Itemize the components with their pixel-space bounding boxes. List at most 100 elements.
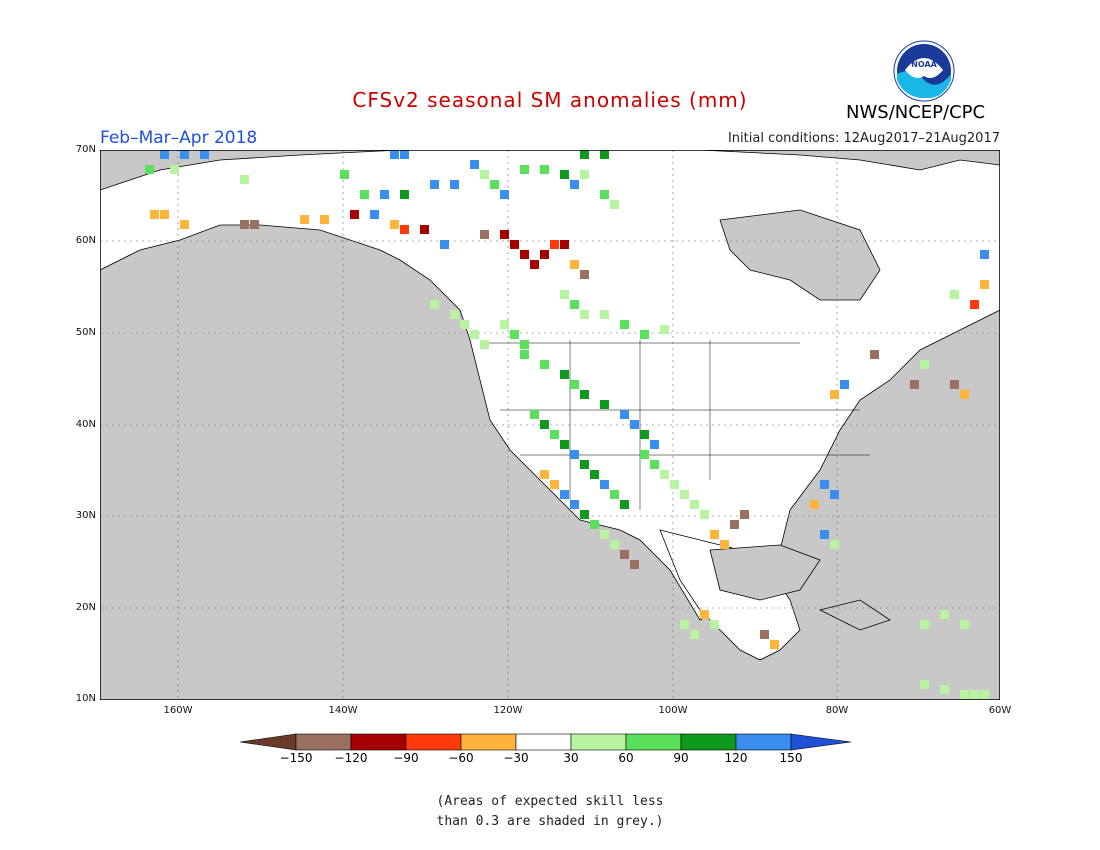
anomaly-cell bbox=[570, 300, 579, 309]
anomaly-cell bbox=[700, 510, 709, 519]
anomaly-cell bbox=[390, 150, 399, 159]
lon-label-140w: 140W bbox=[328, 705, 358, 716]
colorbar-label: −60 bbox=[448, 751, 474, 765]
anomaly-cell bbox=[560, 370, 569, 379]
anomaly-cell bbox=[580, 460, 589, 469]
colorbar-label: 90 bbox=[673, 751, 689, 765]
anomaly-cell bbox=[490, 180, 499, 189]
anomaly-cell bbox=[950, 380, 959, 389]
anomaly-cell bbox=[660, 325, 669, 334]
anomaly-cell bbox=[540, 165, 549, 174]
anomaly-cell bbox=[420, 225, 429, 234]
anomaly-cell bbox=[520, 250, 529, 259]
anomaly-cell bbox=[440, 240, 449, 249]
anomaly-cell bbox=[550, 240, 559, 249]
anomaly-cell bbox=[670, 480, 679, 489]
colorbar-cell bbox=[570, 733, 627, 751]
anomaly-cell bbox=[960, 620, 969, 629]
anomaly-cell bbox=[600, 400, 609, 409]
anomaly-cell bbox=[640, 430, 649, 439]
anomaly-cell bbox=[560, 440, 569, 449]
anomaly-cell bbox=[950, 290, 959, 299]
anomaly-cell bbox=[920, 360, 929, 369]
anomaly-cell bbox=[340, 170, 349, 179]
anomaly-cell bbox=[560, 490, 569, 499]
colorbar-cell bbox=[405, 733, 462, 751]
anomaly-cell bbox=[450, 180, 459, 189]
anomaly-cell bbox=[650, 460, 659, 469]
anomaly-cell bbox=[510, 240, 519, 249]
anomaly-cell bbox=[300, 215, 309, 224]
anomaly-cell bbox=[460, 320, 469, 329]
lon-label-100w: 100W bbox=[658, 705, 688, 716]
anomaly-cell bbox=[710, 530, 719, 539]
anomaly-cell bbox=[560, 240, 569, 249]
anomaly-cell bbox=[560, 290, 569, 299]
colorbar-cell bbox=[625, 733, 682, 751]
lon-label-160w: 160W bbox=[163, 705, 193, 716]
anomaly-cell bbox=[400, 150, 409, 159]
anomaly-cell bbox=[150, 210, 159, 219]
hudson-bay bbox=[719, 209, 881, 301]
anomaly-cell bbox=[240, 220, 249, 229]
lon-label-60w: 60W bbox=[988, 705, 1012, 716]
anomaly-cell bbox=[600, 310, 609, 319]
anomaly-cell bbox=[610, 200, 619, 209]
anomaly-cell bbox=[540, 250, 549, 259]
anomaly-cell bbox=[980, 280, 989, 289]
colorbar-label: −90 bbox=[393, 751, 419, 765]
anomaly-cell bbox=[550, 430, 559, 439]
anomaly-cell bbox=[540, 470, 549, 479]
anomaly-cell bbox=[770, 640, 779, 649]
lat-label-30: 30N bbox=[75, 510, 96, 521]
anomaly-cell bbox=[620, 500, 629, 509]
lat-label-20: 20N bbox=[75, 602, 96, 613]
anomaly-cell bbox=[980, 690, 989, 699]
anomaly-cell bbox=[700, 610, 709, 619]
anomaly-cell bbox=[830, 490, 839, 499]
colorbar-label: 120 bbox=[724, 751, 748, 765]
lat-label-40: 40N bbox=[75, 419, 96, 430]
anomaly-cell bbox=[980, 250, 989, 259]
anomaly-cell bbox=[820, 530, 829, 539]
anomaly-cell bbox=[810, 500, 819, 509]
footnote-line-1: (Areas of expected skill less bbox=[436, 794, 664, 809]
anomaly-cell bbox=[620, 320, 629, 329]
lat-label-70: 70N bbox=[75, 144, 96, 155]
anomaly-cell bbox=[380, 190, 389, 199]
anomaly-cell bbox=[960, 390, 969, 399]
anomaly-cell bbox=[660, 470, 669, 479]
anomaly-cell bbox=[590, 470, 599, 479]
anomaly-cells bbox=[145, 150, 989, 699]
anomaly-cell bbox=[580, 390, 589, 399]
anomaly-cell bbox=[400, 190, 409, 199]
anomaly-cell bbox=[580, 270, 589, 279]
anomaly-cell bbox=[970, 300, 979, 309]
anomaly-cell bbox=[830, 390, 839, 399]
anomaly-cell bbox=[540, 420, 549, 429]
colorbar-label: −150 bbox=[279, 751, 313, 765]
anomaly-cell bbox=[180, 150, 189, 159]
colorbar-cell bbox=[515, 733, 572, 751]
anomaly-cell bbox=[580, 170, 589, 179]
anomaly-cell bbox=[830, 540, 839, 549]
anomaly-cell bbox=[240, 175, 249, 184]
anomaly-cell bbox=[430, 180, 439, 189]
anomaly-cell bbox=[500, 190, 509, 199]
anomaly-cell bbox=[870, 350, 879, 359]
anomaly-cell bbox=[970, 690, 979, 699]
anomaly-cell bbox=[500, 230, 509, 239]
anomaly-cell bbox=[920, 620, 929, 629]
anomaly-cell bbox=[450, 310, 459, 319]
anomaly-cell bbox=[570, 380, 579, 389]
colorbar-cell bbox=[295, 733, 352, 751]
anomaly-cell bbox=[550, 480, 559, 489]
anomaly-cell bbox=[520, 340, 529, 349]
anomaly-cell bbox=[170, 165, 179, 174]
anomaly-cell bbox=[520, 350, 529, 359]
colorbar-cell bbox=[350, 733, 407, 751]
anomaly-cell bbox=[570, 500, 579, 509]
anomaly-cell bbox=[430, 300, 439, 309]
lat-label-50: 50N bbox=[75, 327, 96, 338]
season-label: Feb–Mar–Apr 2018 bbox=[100, 128, 258, 148]
